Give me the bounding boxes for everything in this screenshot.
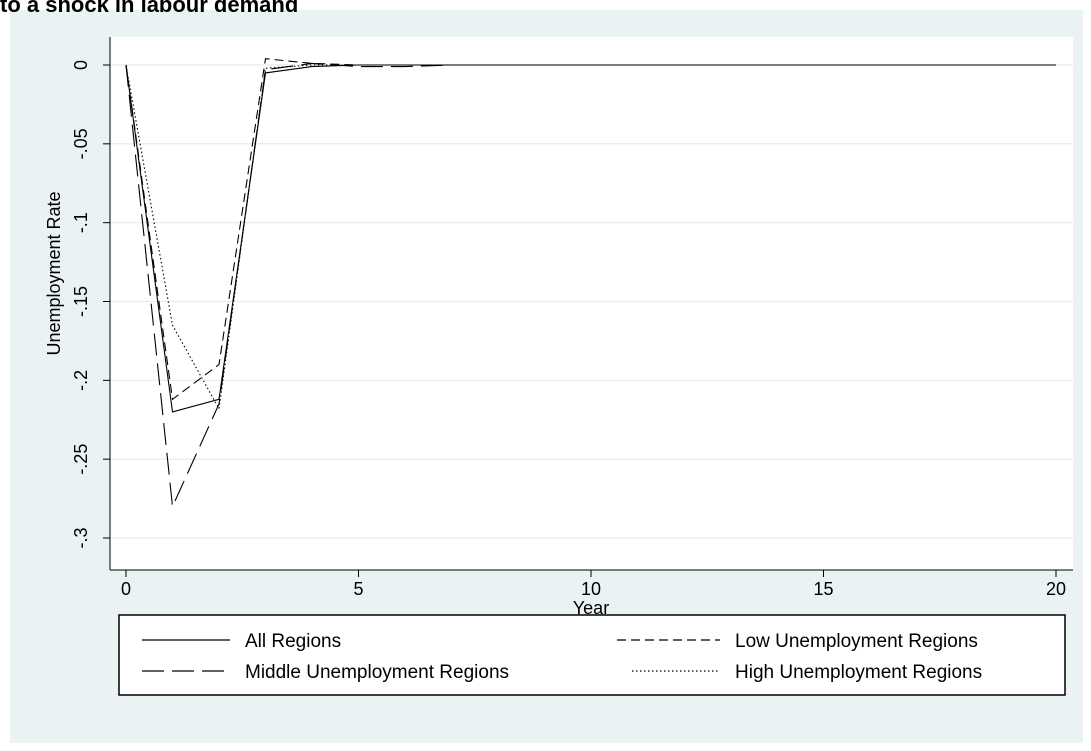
legend: All Regions Low Unemployment Regions Middl… — [118, 614, 1066, 696]
x-axis-title: Year — [573, 598, 609, 618]
legend-label-middle-unemployment-regions: Middle Unemployment Regions — [245, 662, 509, 683]
chart-title: to a shock in labour demand — [0, 0, 299, 17]
chart-frame: 0 -.05 -.1 -.15 -.2 -.25 -.3 0 5 10 15 20 Year Unempl… — [10, 10, 1083, 743]
legend-label-high-unemployment-regions: High Unemployment Regions — [735, 662, 982, 683]
plot-area — [110, 37, 1073, 570]
y-tick-label: -.1 — [71, 212, 91, 233]
x-tick-label: 15 — [813, 579, 833, 599]
series-line-high-unemployment-regions — [125, 64, 1056, 411]
x-tick-label: 5 — [353, 579, 363, 599]
x-tick-label: 0 — [121, 579, 131, 599]
x-tick-label: 20 — [1046, 579, 1066, 599]
axes: 0 -.05 -.1 -.15 -.2 -.25 -.3 0 5 10 15 20 Year Unempl… — [44, 37, 1073, 618]
y-tick-label: -.25 — [71, 444, 91, 475]
legend-label-low-unemployment-regions: Low Unemployment Regions — [735, 631, 978, 652]
y-tick-label: -.2 — [71, 370, 91, 391]
line-chart: 0 -.05 -.1 -.15 -.2 -.25 -.3 0 5 10 15 20 Year Unempl… — [44, 37, 1073, 696]
grid-lines — [110, 64, 1073, 539]
legend-box — [118, 614, 1066, 696]
y-tick-label: 0 — [71, 60, 91, 70]
legend-label-all-regions: All Regions — [245, 631, 341, 652]
y-tick-label: -.05 — [71, 128, 91, 159]
series-lines — [125, 58, 1056, 509]
y-axis-title: Unemployment Rate — [44, 191, 64, 355]
x-tick-label: 10 — [581, 579, 601, 599]
y-tick-label: -.3 — [71, 527, 91, 548]
y-tick-label: -.15 — [71, 286, 91, 317]
